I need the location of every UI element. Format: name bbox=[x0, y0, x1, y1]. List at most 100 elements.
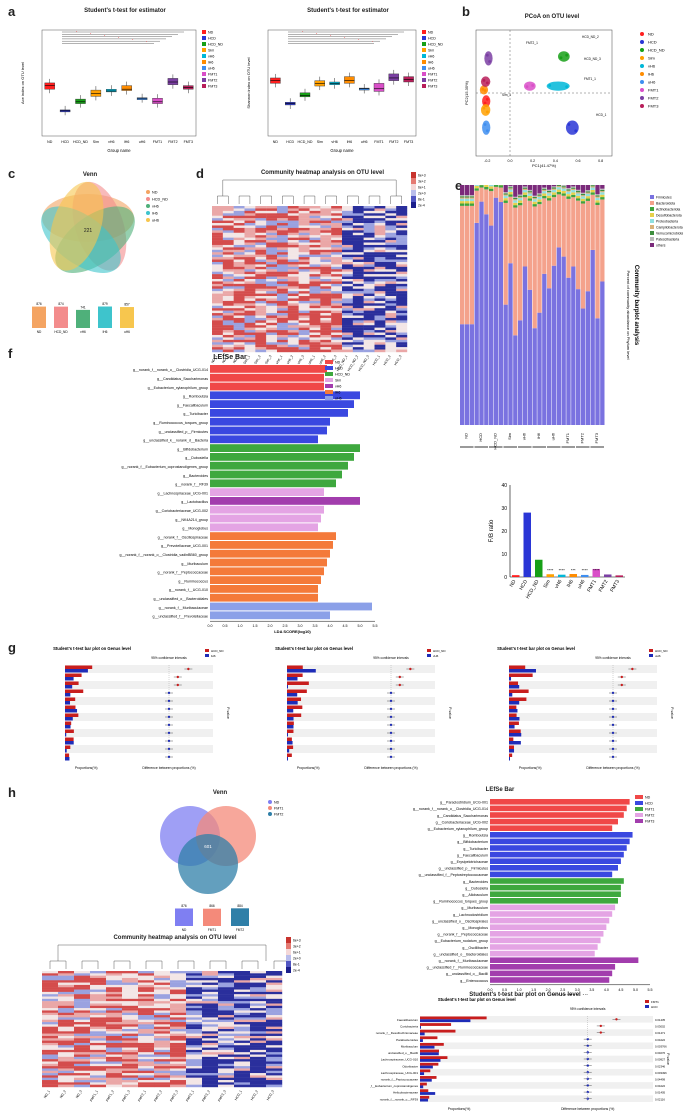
lefse-category-label: g__Lachnoclostridium bbox=[453, 913, 488, 917]
heatmap-cell bbox=[42, 1075, 58, 1078]
heatmap-cell bbox=[58, 1080, 74, 1083]
legend-swatch bbox=[205, 654, 209, 657]
stacked-segment-others bbox=[533, 185, 537, 196]
stacked-segment-Verrucomicrobiota bbox=[562, 186, 566, 187]
stacked-segment-Desulfobacterota bbox=[537, 199, 541, 201]
heatmap-cell bbox=[122, 1048, 138, 1051]
heatmap-cell bbox=[90, 992, 106, 995]
heatmap-cell bbox=[299, 272, 310, 275]
heatmap-cell bbox=[299, 223, 310, 226]
chart-title: Venn bbox=[20, 172, 160, 178]
heatmap-cell bbox=[299, 277, 310, 280]
heatmap-cell bbox=[385, 245, 396, 248]
lefse-category-label: g__norank_f__Oscillospiraceae bbox=[158, 535, 208, 539]
heatmap-cell bbox=[122, 1034, 138, 1037]
heatmap-cell bbox=[320, 233, 331, 236]
lefse-bar bbox=[490, 845, 627, 851]
heatmap-cell bbox=[245, 279, 256, 282]
heatmap-cell bbox=[202, 985, 218, 988]
heatmap-cell bbox=[353, 228, 364, 231]
heatmap-cell bbox=[364, 257, 375, 260]
dendrogram-branch bbox=[347, 196, 358, 204]
heatmap-cell bbox=[385, 206, 396, 209]
heatmap-cell bbox=[266, 1022, 282, 1025]
legend-swatch bbox=[640, 48, 644, 52]
stacked-segment-Verrucomicrobiota bbox=[576, 191, 580, 192]
heatmap-cell bbox=[266, 1038, 282, 1041]
heatmap-cell bbox=[277, 281, 288, 284]
heatmap-cell bbox=[342, 245, 353, 248]
proportion-bar-b bbox=[420, 1033, 425, 1036]
stacked-segment-Bacteroidota bbox=[465, 206, 469, 324]
heatmap-cell bbox=[58, 1057, 74, 1060]
heatmap-cell bbox=[310, 311, 321, 314]
heatmap-cell bbox=[277, 320, 288, 323]
heatmap-cell bbox=[364, 294, 375, 297]
stacked-segment-Firmicutes bbox=[566, 278, 570, 425]
heatmap-cell bbox=[364, 250, 375, 253]
heatmap-cell bbox=[122, 1066, 138, 1069]
heatmap-cell bbox=[234, 1080, 250, 1083]
heatmap-cell bbox=[250, 1080, 266, 1083]
heatmap-cell bbox=[170, 1036, 186, 1039]
heatmap-cell bbox=[364, 264, 375, 267]
dendrogram-branch bbox=[210, 961, 226, 969]
heatmap-cell bbox=[310, 245, 321, 248]
heatmap-cell bbox=[202, 992, 218, 995]
heatmap-cell bbox=[122, 1078, 138, 1081]
heatmap-cell bbox=[74, 1071, 90, 1074]
stacked-segment-Verrucomicrobiota bbox=[470, 196, 474, 197]
stacked-segment-Firmicutes bbox=[513, 335, 517, 425]
x-axis-label: LDA SCORE(log10) bbox=[274, 629, 311, 634]
legend-swatch bbox=[325, 372, 333, 376]
lefse-bar-h: g__Paraclostridium_UCG-001g__norank_f__n… bbox=[370, 785, 680, 995]
stacked-segment-Actinobacteriota bbox=[566, 197, 570, 199]
x-tick-label: 2.5 bbox=[283, 624, 288, 628]
proportion-bar-a bbox=[420, 1083, 427, 1086]
legend-label: uH6 bbox=[208, 67, 215, 71]
heatmap-cell bbox=[42, 990, 58, 993]
heatmap-cell bbox=[320, 225, 331, 228]
heatmap-cell bbox=[74, 1029, 90, 1032]
heatmap-cell bbox=[186, 1085, 202, 1088]
heatmap-cell bbox=[106, 1001, 122, 1004]
heatmap-cell bbox=[122, 1015, 138, 1018]
heatmap-cell bbox=[288, 206, 299, 209]
heatmap-cell bbox=[396, 325, 407, 328]
proportion-bar-a bbox=[287, 706, 302, 710]
heatmap-cell bbox=[122, 976, 138, 979]
heatmap-cell bbox=[342, 272, 353, 275]
heatmap-cell bbox=[223, 269, 234, 272]
heatmap-cell bbox=[202, 1027, 218, 1030]
stacked-segment-Campilobacterota bbox=[595, 197, 599, 198]
heatmap-cell bbox=[255, 228, 266, 231]
stacked-segment-Patescibacteria bbox=[465, 195, 469, 196]
heatmap-cell bbox=[186, 1024, 202, 1027]
legend-label: FMT2 bbox=[428, 79, 437, 83]
row-stripe bbox=[287, 729, 435, 737]
heatmap-cell bbox=[234, 1071, 250, 1074]
legend-swatch bbox=[650, 231, 654, 235]
stacked-segment-Desulfobacterota bbox=[552, 192, 556, 194]
heatmap-cell bbox=[234, 1006, 250, 1009]
proportion-bar-a bbox=[509, 666, 525, 670]
panel-h-ttest: Student's t-test bar plot on Genus level… bbox=[370, 990, 680, 1115]
lefse-category-label: g__norank_f__RF39 bbox=[175, 483, 208, 487]
heatmap-cell bbox=[320, 296, 331, 299]
heatmap-cell bbox=[375, 328, 386, 331]
heatmap-cell bbox=[255, 260, 266, 263]
heatmap-cell bbox=[218, 1022, 234, 1025]
heatmap-cell bbox=[364, 301, 375, 304]
heatmap-cell bbox=[90, 1061, 106, 1064]
heatmap-cell bbox=[234, 1010, 250, 1013]
heatmap-cell bbox=[364, 247, 375, 250]
heatmap-cell bbox=[255, 333, 266, 336]
heatmap-cell bbox=[250, 1075, 266, 1078]
heatmap-cell bbox=[245, 233, 256, 236]
bar-HCD_ND bbox=[535, 560, 543, 577]
heatmap-cell bbox=[320, 223, 331, 226]
heatmap-cell bbox=[250, 1082, 266, 1085]
box-uH6 bbox=[359, 88, 369, 90]
